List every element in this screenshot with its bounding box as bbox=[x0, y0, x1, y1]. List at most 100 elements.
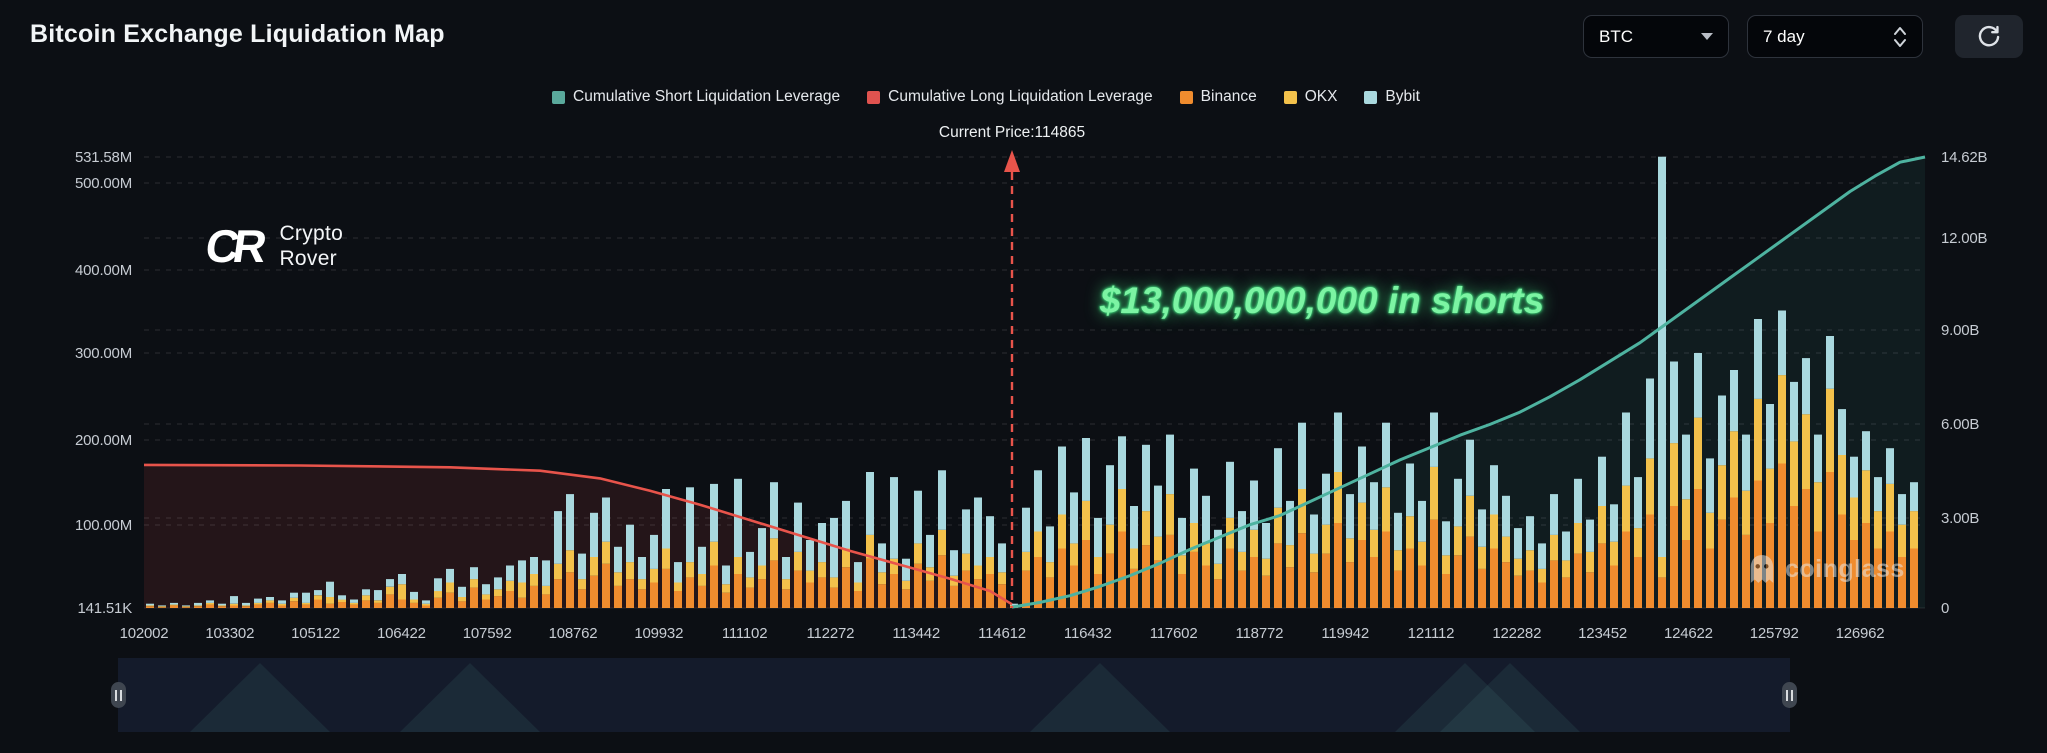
bar-bybit[interactable] bbox=[650, 534, 658, 569]
bar-bybit[interactable] bbox=[1742, 434, 1750, 491]
bar-binance[interactable] bbox=[1142, 545, 1150, 608]
bar-okx[interactable] bbox=[566, 550, 574, 573]
bar-bybit[interactable] bbox=[1850, 456, 1858, 498]
bar-binance[interactable] bbox=[218, 606, 226, 608]
bar-bybit[interactable] bbox=[638, 557, 646, 580]
bar-okx[interactable] bbox=[866, 534, 874, 559]
bar-binance[interactable] bbox=[1262, 575, 1270, 608]
bar-binance[interactable] bbox=[710, 565, 718, 609]
bar-binance[interactable] bbox=[278, 605, 286, 609]
bar-bybit[interactable] bbox=[1622, 412, 1630, 486]
bar-okx[interactable] bbox=[1586, 551, 1594, 573]
bar-bybit[interactable] bbox=[674, 562, 682, 583]
bar-bybit[interactable] bbox=[1226, 461, 1234, 518]
bar-binance[interactable] bbox=[1622, 531, 1630, 609]
bar-binance[interactable] bbox=[650, 582, 658, 609]
bar-okx[interactable] bbox=[1214, 563, 1222, 580]
bar-bybit[interactable] bbox=[1454, 478, 1462, 527]
bar-okx[interactable] bbox=[1478, 546, 1486, 569]
bar-bybit[interactable] bbox=[1298, 422, 1306, 489]
bar-binance[interactable] bbox=[146, 606, 154, 608]
bar-binance[interactable] bbox=[1790, 506, 1798, 608]
bar-okx[interactable] bbox=[1250, 529, 1258, 557]
bar-bybit[interactable] bbox=[1118, 436, 1126, 489]
bar-okx[interactable] bbox=[1898, 524, 1906, 557]
bar-okx[interactable] bbox=[1634, 528, 1642, 557]
bar-bybit[interactable] bbox=[398, 574, 406, 585]
bar-okx[interactable] bbox=[1694, 417, 1702, 489]
bar-binance[interactable] bbox=[290, 601, 298, 608]
bar-binance[interactable] bbox=[1610, 565, 1618, 609]
bar-bybit[interactable] bbox=[962, 509, 970, 554]
legend-item-okx[interactable]: OKX bbox=[1283, 88, 1337, 106]
bar-okx[interactable] bbox=[782, 579, 790, 590]
bar-binance[interactable] bbox=[1850, 540, 1858, 608]
bar-bybit[interactable] bbox=[350, 599, 358, 603]
bar-okx[interactable] bbox=[1322, 524, 1330, 554]
bar-binance[interactable] bbox=[1070, 565, 1078, 609]
bar-bybit[interactable] bbox=[1106, 465, 1114, 525]
bar-okx[interactable] bbox=[1046, 562, 1054, 578]
bar-binance[interactable] bbox=[1862, 523, 1870, 608]
bar-okx[interactable] bbox=[1658, 557, 1666, 578]
bar-binance[interactable] bbox=[662, 568, 670, 608]
bar-binance[interactable] bbox=[1898, 557, 1906, 608]
bar-okx[interactable] bbox=[1814, 482, 1822, 532]
bar-okx[interactable] bbox=[254, 602, 262, 605]
bar-binance[interactable] bbox=[842, 567, 850, 608]
bar-bybit[interactable] bbox=[1190, 468, 1198, 523]
bar-okx[interactable] bbox=[1022, 551, 1030, 571]
bar-bybit[interactable] bbox=[1334, 412, 1342, 473]
bar-okx[interactable] bbox=[506, 580, 514, 591]
bar-okx[interactable] bbox=[698, 574, 706, 586]
bar-binance[interactable] bbox=[1346, 562, 1354, 608]
legend-item-binance[interactable]: Binance bbox=[1179, 88, 1257, 106]
bar-binance[interactable] bbox=[1298, 533, 1306, 608]
bar-binance[interactable] bbox=[1106, 553, 1114, 608]
bar-okx[interactable] bbox=[1262, 558, 1270, 576]
bar-okx[interactable] bbox=[1742, 490, 1750, 535]
bar-binance[interactable] bbox=[1454, 555, 1462, 608]
bar-binance[interactable] bbox=[1190, 551, 1198, 608]
bar-okx[interactable] bbox=[314, 595, 322, 600]
bar-bybit[interactable] bbox=[1358, 446, 1366, 503]
bar-okx[interactable] bbox=[938, 529, 946, 556]
bar-bybit[interactable] bbox=[1082, 438, 1090, 501]
bar-bybit[interactable] bbox=[1826, 336, 1834, 389]
bar-binance[interactable] bbox=[1874, 548, 1882, 609]
bar-bybit[interactable] bbox=[746, 551, 754, 578]
bar-okx[interactable] bbox=[302, 602, 310, 605]
bar-okx[interactable] bbox=[1274, 507, 1282, 544]
bar-bybit[interactable] bbox=[1478, 509, 1486, 547]
bar-binance[interactable] bbox=[1706, 548, 1714, 609]
bar-binance[interactable] bbox=[338, 602, 346, 608]
bar-binance[interactable] bbox=[674, 591, 682, 608]
bar-bybit[interactable] bbox=[1286, 500, 1294, 546]
bar-okx[interactable] bbox=[770, 538, 778, 561]
bar-okx[interactable] bbox=[614, 572, 622, 586]
bar-binance[interactable] bbox=[194, 606, 202, 608]
bar-binance[interactable] bbox=[1514, 575, 1522, 608]
bar-okx[interactable] bbox=[1610, 541, 1618, 566]
bar-okx[interactable] bbox=[1466, 495, 1474, 537]
bar-binance[interactable] bbox=[806, 582, 814, 609]
bar-binance[interactable] bbox=[1598, 543, 1606, 608]
bar-binance[interactable] bbox=[566, 572, 574, 608]
bar-okx[interactable] bbox=[1886, 483, 1894, 532]
bar-binance[interactable] bbox=[446, 592, 454, 608]
bar-bybit[interactable] bbox=[662, 489, 670, 549]
bar-binance[interactable] bbox=[1358, 540, 1366, 608]
bar-okx[interactable] bbox=[902, 580, 910, 590]
bar-binance[interactable] bbox=[434, 597, 442, 608]
bar-bybit[interactable] bbox=[1418, 500, 1426, 542]
bar-okx[interactable] bbox=[1622, 485, 1630, 532]
bar-okx[interactable] bbox=[410, 599, 418, 603]
bar-okx[interactable] bbox=[1862, 470, 1870, 523]
bar-okx[interactable] bbox=[1802, 414, 1810, 489]
bar-bybit[interactable] bbox=[1490, 465, 1498, 515]
bar-okx[interactable] bbox=[1142, 511, 1150, 546]
bar-bybit[interactable] bbox=[1310, 514, 1318, 554]
bar-okx[interactable] bbox=[878, 572, 886, 585]
bar-okx[interactable] bbox=[674, 582, 682, 592]
bar-bybit[interactable] bbox=[446, 568, 454, 583]
